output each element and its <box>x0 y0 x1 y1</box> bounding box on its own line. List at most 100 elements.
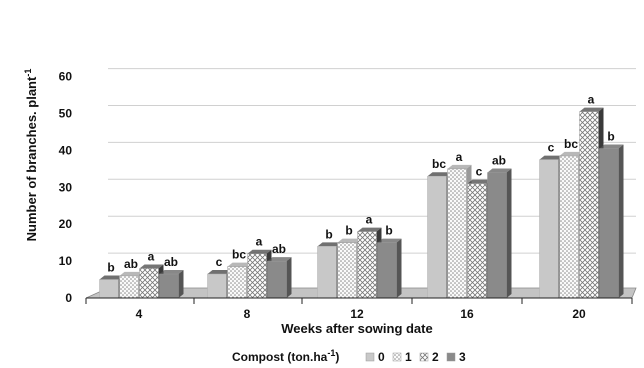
significance-letter: c <box>216 255 223 269</box>
legend-title-suffix: ) <box>335 350 339 364</box>
legend-label: 3 <box>459 350 466 364</box>
significance-letter: c <box>476 165 483 179</box>
x-axis-title: Weeks after sowing date <box>281 321 432 336</box>
bar-front <box>447 168 467 299</box>
legend-swatch <box>446 352 456 362</box>
bar-top <box>377 238 402 243</box>
y-tick-label: 0 <box>65 291 72 305</box>
legend-swatch <box>392 352 402 362</box>
bar-top <box>559 151 584 156</box>
bar-top <box>139 264 164 269</box>
bar-front <box>99 279 119 299</box>
bar <box>377 238 402 299</box>
bar-side <box>618 144 624 298</box>
bar-front <box>599 148 619 299</box>
legend-title-superscript: -1 <box>327 348 335 358</box>
bar-front <box>427 175 447 299</box>
bar <box>159 270 184 299</box>
bar-front <box>357 231 377 299</box>
bar-front <box>579 111 599 299</box>
significance-letter: bc <box>564 137 578 151</box>
bar-front <box>467 183 487 299</box>
y-axis-title: Number of branches. plant-1 <box>23 69 39 242</box>
legend-title: Compost (ton.ha-1) <box>232 348 339 364</box>
bar <box>487 168 512 299</box>
y-tick-label: 60 <box>59 70 73 84</box>
bar-top <box>447 164 472 169</box>
bar-front <box>317 246 337 299</box>
bar-front <box>267 260 287 299</box>
y-tick-label: 20 <box>59 217 73 231</box>
bars <box>99 107 624 299</box>
bar <box>267 257 292 299</box>
bar-top <box>539 155 564 160</box>
bar-top <box>119 271 144 276</box>
bar-front <box>487 172 507 299</box>
significance-letter: ab <box>124 257 138 271</box>
bar-front <box>227 266 247 299</box>
y-tick-label: 40 <box>59 143 73 157</box>
bar-side <box>286 257 292 298</box>
bar-side <box>396 238 402 298</box>
bar-front <box>207 273 227 299</box>
bar-top <box>487 168 512 173</box>
significance-letter: bc <box>232 248 246 262</box>
significance-letter: a <box>148 249 155 263</box>
bar-top <box>599 144 624 149</box>
x-tick-label: 12 <box>350 307 364 321</box>
significance-letter: a <box>366 213 373 227</box>
legend-label: 0 <box>378 350 385 364</box>
x-tick-label: 4 <box>136 307 143 321</box>
legend-swatch <box>365 352 375 362</box>
bar-front <box>247 253 267 299</box>
bar-top <box>467 179 492 184</box>
legend-label: 2 <box>432 350 439 364</box>
significance-letter: ab <box>492 154 506 168</box>
y-axis: 0 10 20 30 40 50 60 <box>59 70 73 305</box>
significance-letter: a <box>588 93 595 107</box>
significance-letter: b <box>385 224 392 238</box>
significance-letter: a <box>456 150 463 164</box>
bar-front <box>119 275 139 299</box>
y-tick-label: 30 <box>59 180 73 194</box>
bar-front <box>337 242 357 299</box>
x-tick-label: 8 <box>244 307 251 321</box>
significance-letter: b <box>607 130 614 144</box>
x-tick-label: 16 <box>460 307 474 321</box>
bar-top <box>247 249 272 254</box>
significance-letter: b <box>345 224 352 238</box>
bar-front <box>539 159 559 299</box>
bar-side <box>178 270 184 298</box>
bar-front <box>139 268 159 299</box>
bar-front <box>559 155 579 299</box>
significance-letter: b <box>325 227 332 241</box>
bar-top <box>99 275 124 280</box>
bar-front <box>159 273 179 299</box>
bar-top <box>159 270 184 275</box>
y-axis-title-superscript: -1 <box>23 69 33 77</box>
legend: Compost (ton.ha-1) 0 1 2 3 <box>232 348 466 364</box>
bar-top <box>337 238 362 243</box>
x-tick-label: 20 <box>572 307 586 321</box>
significance-letter: bc <box>432 157 446 171</box>
significance-letter: a <box>256 235 263 249</box>
bar-top <box>317 242 342 247</box>
bar-top <box>427 172 452 177</box>
legend-label: 1 <box>405 350 412 364</box>
significance-letter: ab <box>164 255 178 269</box>
bar-side <box>506 168 512 298</box>
legend-swatch <box>419 352 429 362</box>
x-axis: 4 8 12 16 20 <box>85 297 633 321</box>
y-tick-label: 50 <box>59 107 73 121</box>
significance-letter: ab <box>272 242 286 256</box>
significance-letter: c <box>548 141 555 155</box>
bar-top <box>267 257 292 262</box>
significance-letter: b <box>107 261 114 275</box>
bar-top <box>357 227 382 232</box>
bar-top <box>227 262 252 267</box>
bar-front <box>377 242 397 299</box>
y-tick-label: 10 <box>59 254 73 268</box>
bar <box>599 144 624 299</box>
